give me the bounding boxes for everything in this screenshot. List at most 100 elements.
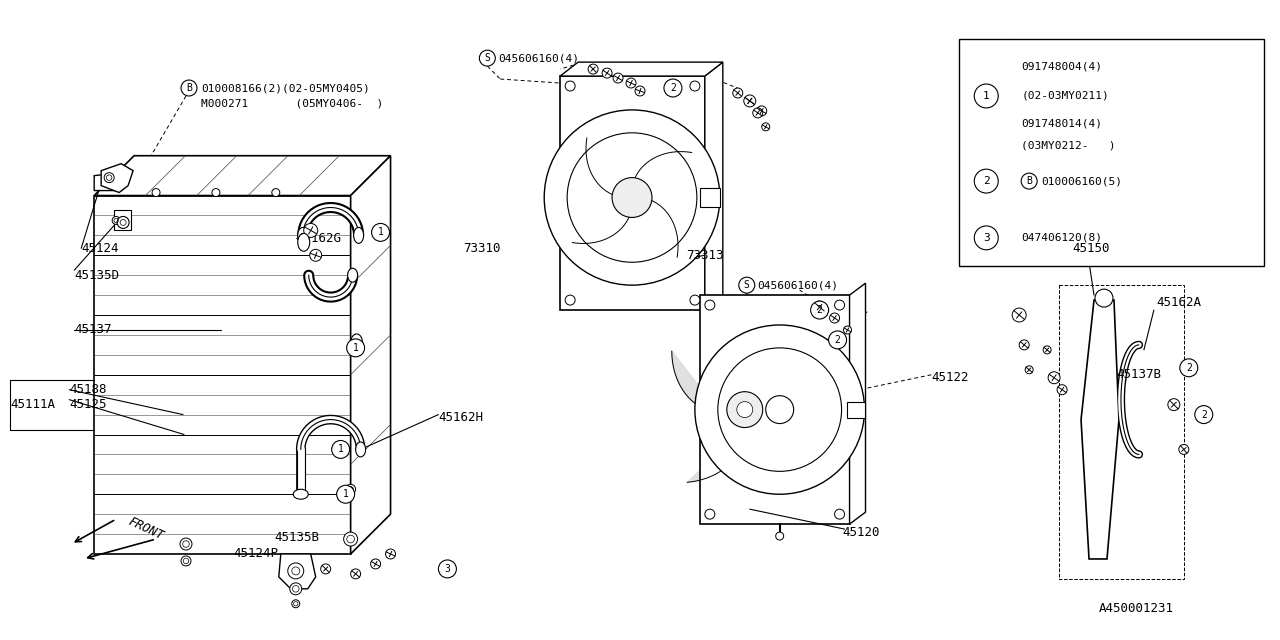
Text: 010008166(2)(02-05MY0405): 010008166(2)(02-05MY0405) [201, 83, 370, 93]
Circle shape [544, 110, 719, 285]
Bar [846, 402, 864, 417]
Circle shape [303, 223, 317, 237]
Ellipse shape [298, 234, 310, 252]
Circle shape [765, 396, 794, 424]
Text: 45137: 45137 [74, 323, 111, 337]
Circle shape [351, 569, 361, 579]
Ellipse shape [356, 442, 366, 457]
Circle shape [180, 556, 191, 566]
Text: 45124P: 45124P [233, 547, 278, 561]
Circle shape [705, 300, 714, 310]
Circle shape [664, 79, 682, 97]
Polygon shape [759, 408, 803, 474]
Circle shape [343, 532, 357, 546]
Circle shape [337, 485, 355, 503]
Circle shape [776, 532, 783, 540]
Text: (02-03MY0211): (02-03MY0211) [1021, 91, 1108, 101]
Text: 45135B: 45135B [275, 531, 320, 543]
Text: 45122: 45122 [932, 371, 969, 384]
Text: 1: 1 [353, 343, 358, 353]
Circle shape [371, 223, 389, 241]
Circle shape [120, 220, 127, 225]
Circle shape [1179, 444, 1189, 454]
Circle shape [1012, 308, 1027, 322]
Polygon shape [687, 429, 745, 483]
Circle shape [566, 81, 575, 91]
Text: 091748004(4): 091748004(4) [1021, 61, 1102, 72]
Circle shape [753, 108, 763, 118]
Circle shape [727, 392, 763, 428]
Text: 45162A: 45162A [1156, 296, 1201, 308]
Circle shape [602, 68, 612, 78]
Polygon shape [101, 164, 133, 193]
Text: 45124: 45124 [81, 242, 119, 255]
Circle shape [180, 538, 192, 550]
Circle shape [1180, 359, 1198, 377]
Circle shape [835, 300, 845, 310]
Circle shape [828, 331, 846, 349]
Polygon shape [650, 200, 678, 257]
Text: 1: 1 [983, 91, 989, 101]
Circle shape [635, 86, 645, 96]
Circle shape [1167, 399, 1180, 411]
Circle shape [371, 559, 380, 569]
Text: 1: 1 [338, 444, 343, 454]
Polygon shape [114, 211, 131, 230]
Circle shape [1094, 289, 1114, 307]
Circle shape [974, 84, 998, 108]
Text: 45162G: 45162G [297, 232, 342, 245]
Text: M000271       (05MY0406-  ): M000271 (05MY0406- ) [201, 99, 383, 109]
Ellipse shape [351, 334, 362, 352]
Circle shape [974, 226, 998, 250]
Circle shape [617, 182, 646, 212]
Text: FRONT: FRONT [127, 515, 166, 543]
Circle shape [347, 339, 365, 357]
Circle shape [810, 301, 828, 319]
Ellipse shape [298, 227, 307, 243]
Circle shape [744, 95, 755, 107]
Text: 45111A: 45111A [10, 398, 55, 411]
Text: B: B [1027, 176, 1032, 186]
Circle shape [152, 189, 160, 196]
Circle shape [739, 277, 755, 293]
Text: 2: 2 [835, 335, 841, 345]
Text: 091748014(4): 091748014(4) [1021, 118, 1102, 128]
Circle shape [479, 50, 495, 66]
Circle shape [690, 81, 700, 91]
Circle shape [310, 250, 321, 261]
Circle shape [835, 509, 845, 519]
Circle shape [118, 216, 129, 228]
Text: 2: 2 [1185, 363, 1192, 372]
Text: 45137B: 45137B [1116, 368, 1161, 381]
Circle shape [732, 88, 742, 98]
Ellipse shape [348, 268, 357, 282]
Text: A450001231: A450001231 [1100, 602, 1174, 615]
Text: B: B [186, 83, 192, 93]
Circle shape [829, 313, 840, 323]
Polygon shape [959, 39, 1263, 266]
Text: 2: 2 [817, 305, 823, 315]
Circle shape [626, 78, 636, 88]
Text: 1: 1 [343, 489, 348, 499]
Text: 2: 2 [983, 176, 989, 186]
Text: 45162H: 45162H [439, 411, 484, 424]
Circle shape [1043, 346, 1051, 354]
Text: 45188: 45188 [69, 383, 106, 396]
Polygon shape [561, 62, 723, 76]
Text: 3: 3 [444, 564, 451, 574]
Circle shape [385, 549, 396, 559]
Circle shape [439, 560, 457, 578]
Circle shape [212, 189, 220, 196]
Circle shape [332, 440, 349, 458]
Text: 3: 3 [983, 233, 989, 243]
Circle shape [695, 325, 864, 494]
Polygon shape [1082, 300, 1119, 559]
Circle shape [321, 564, 330, 574]
Circle shape [292, 600, 300, 608]
Text: 2: 2 [1201, 410, 1207, 420]
Circle shape [292, 567, 300, 575]
Circle shape [346, 484, 356, 494]
Text: 45135D: 45135D [74, 269, 119, 282]
Circle shape [566, 295, 575, 305]
Text: 1: 1 [378, 227, 384, 237]
